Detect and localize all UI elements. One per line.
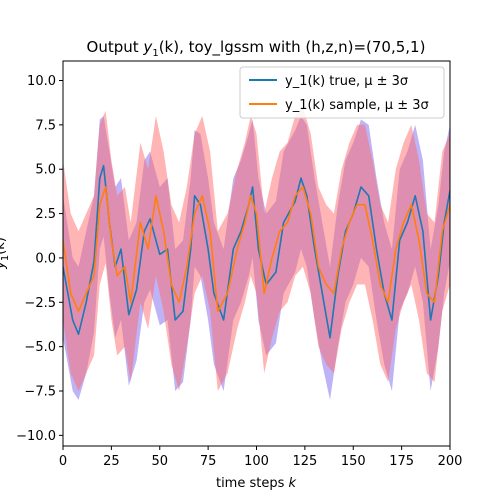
x-tick-label: 50	[151, 454, 168, 469]
x-tick-label: 125	[292, 454, 317, 469]
y-tick-label: 10.0	[27, 74, 56, 89]
x-tick-label: 0	[59, 454, 67, 469]
x-tick-label: 200	[438, 454, 463, 469]
y-tick-label: −10.0	[16, 429, 56, 444]
x-axis-label: time steps k	[216, 476, 297, 491]
x-tick-label: 75	[200, 454, 217, 469]
y-tick-label: −2.5	[24, 296, 56, 311]
y-tick-label: 5.0	[35, 163, 56, 178]
x-tick-label: 100	[244, 454, 269, 469]
y-tick-label: −5.0	[24, 340, 56, 355]
x-tick-label: 150	[341, 454, 366, 469]
chart-title: Output y1(k), toy_lgssm with (h,z,n)=(70…	[87, 38, 426, 59]
y-tick-label: 0.0	[35, 251, 56, 266]
y-tick-label: 2.5	[35, 207, 56, 222]
x-tick-label: 25	[103, 454, 120, 469]
legend-label-sample: y_1(k) sample, μ ± 3σ	[285, 98, 429, 113]
y-tick-label: 7.5	[35, 118, 56, 133]
legend-label-true: y_1(k) true, μ ± 3σ	[285, 74, 408, 89]
legend: y_1(k) true, μ ± 3σ y_1(k) sample, μ ± 3…	[240, 67, 444, 118]
x-tick-label: 175	[389, 454, 414, 469]
y-tick-label: −7.5	[24, 385, 56, 400]
